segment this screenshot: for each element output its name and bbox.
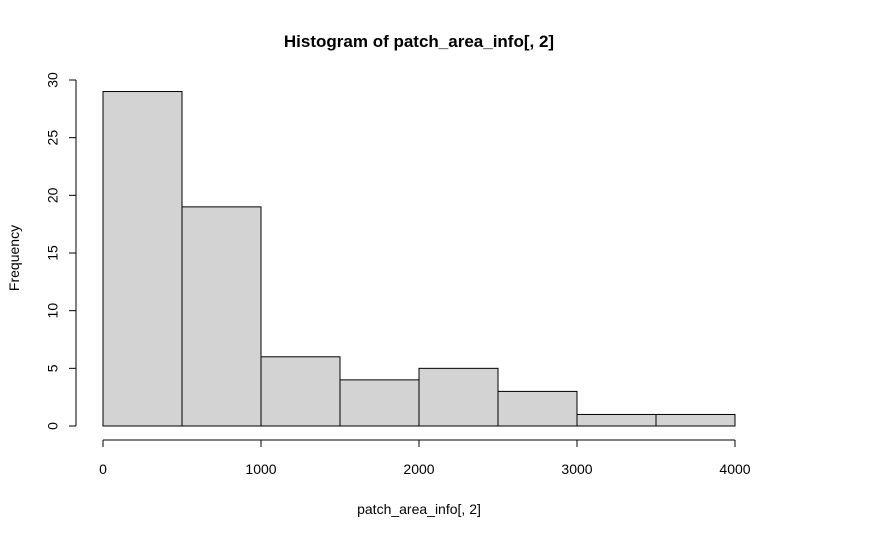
x-tick-label-1000: 1000 (245, 461, 276, 477)
y-tick-label-0: 0 (45, 422, 61, 430)
x-tick-label-0: 0 (99, 461, 107, 477)
y-tick-label-15: 15 (45, 245, 61, 261)
x-axis: 0 1000 2000 3000 4000 (99, 439, 751, 477)
y-tick-label-20: 20 (45, 187, 61, 203)
y-tick-label-10: 10 (45, 303, 61, 319)
y-axis-label: Frequency (6, 225, 22, 291)
histogram-bar-7 (655, 413, 736, 427)
y-tick-label-30: 30 (45, 72, 61, 88)
histogram-bar-1 (181, 206, 262, 427)
y-tick-label-25: 25 (45, 130, 61, 146)
y-tick-label-5: 5 (45, 364, 61, 372)
chart-title: Histogram of patch_area_info[, 2] (284, 32, 554, 51)
y-axis: 0 5 10 15 20 25 30 (45, 72, 77, 430)
histogram-bar-6 (576, 413, 657, 427)
histogram-bar-4 (418, 367, 499, 427)
histogram-bar-0 (102, 91, 183, 427)
histogram-bar-3 (339, 379, 420, 427)
x-tick-label-4000: 4000 (719, 461, 750, 477)
histogram-bar-5 (497, 390, 578, 427)
x-axis-label: patch_area_info[, 2] (357, 501, 481, 517)
x-tick-label-3000: 3000 (561, 461, 592, 477)
bars-layer (102, 91, 736, 427)
x-tick-label-2000: 2000 (403, 461, 434, 477)
histogram-bar-2 (260, 356, 341, 427)
